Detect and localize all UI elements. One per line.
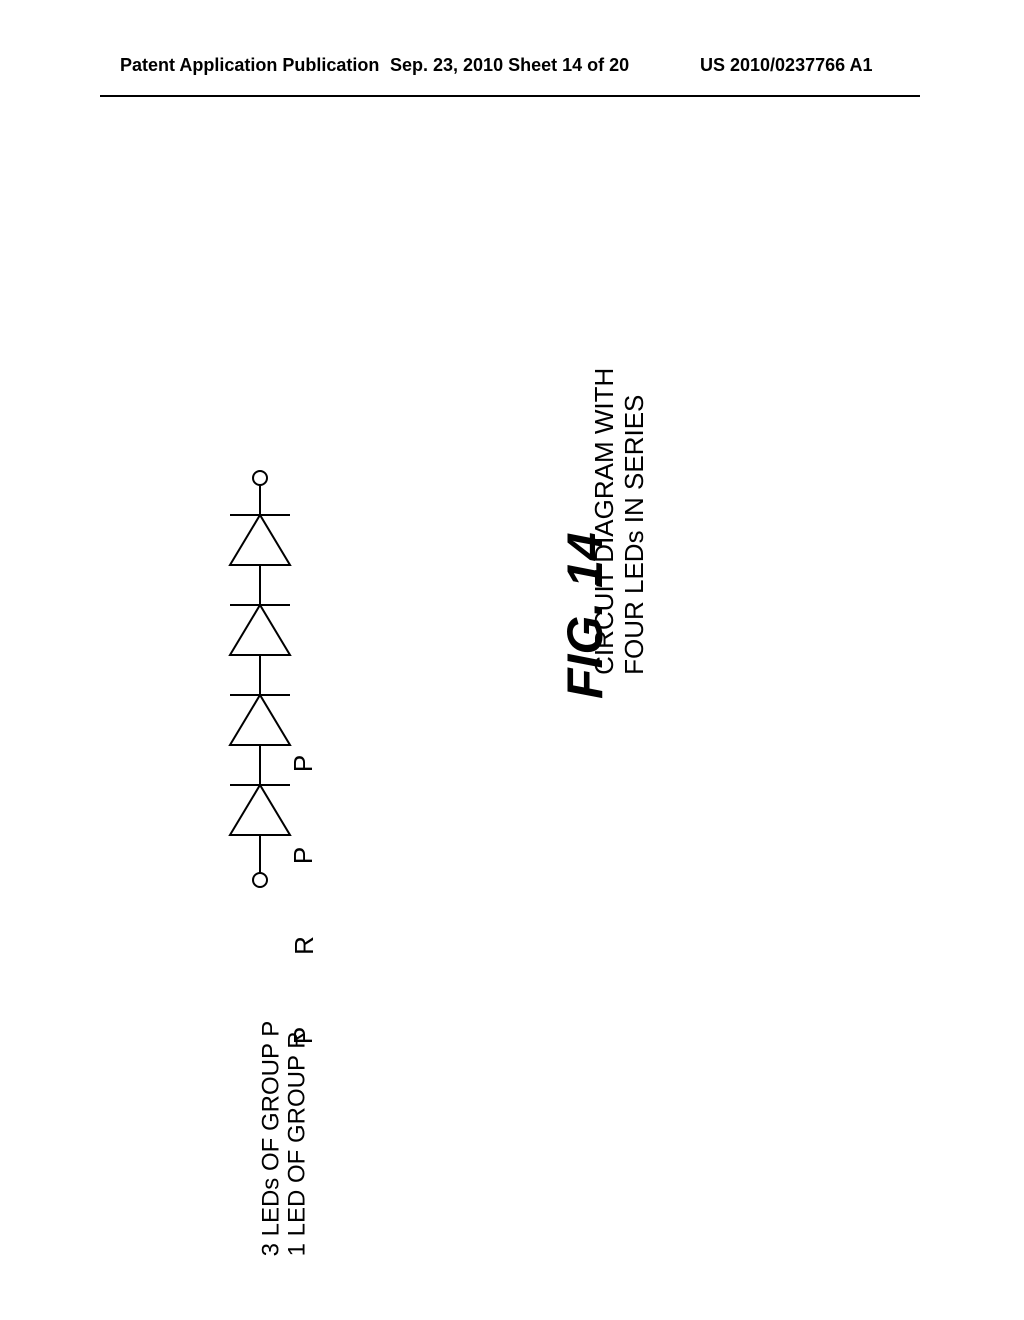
- header-divider: [100, 95, 920, 97]
- header-date-sheet: Sep. 23, 2010 Sheet 14 of 20: [390, 55, 629, 76]
- led-label-2: P: [288, 847, 319, 864]
- circuit-diagram: [110, 460, 410, 900]
- led-3: [230, 605, 290, 655]
- legend-line-1: 3 LEDs OF GROUP P: [259, 956, 285, 1256]
- terminal-bottom: [253, 471, 267, 485]
- legend-line-2: 1 LED OF GROUP R: [285, 956, 311, 1256]
- header-patent-number: US 2010/0237766 A1: [700, 55, 872, 76]
- led-4: [230, 515, 290, 565]
- led-1: [230, 785, 290, 835]
- led-label-1: P: [288, 755, 319, 772]
- header-publication: Patent Application Publication: [120, 55, 379, 76]
- figure-label: FIG. 14: [556, 399, 614, 699]
- terminal-top: [253, 873, 267, 887]
- led-2: [230, 695, 290, 745]
- led-label-3: R: [289, 936, 320, 955]
- caption-line-2: FOUR LEDs IN SERIES: [620, 315, 650, 675]
- circuit-legend: 3 LEDs OF GROUP P 1 LED OF GROUP R: [259, 956, 312, 1256]
